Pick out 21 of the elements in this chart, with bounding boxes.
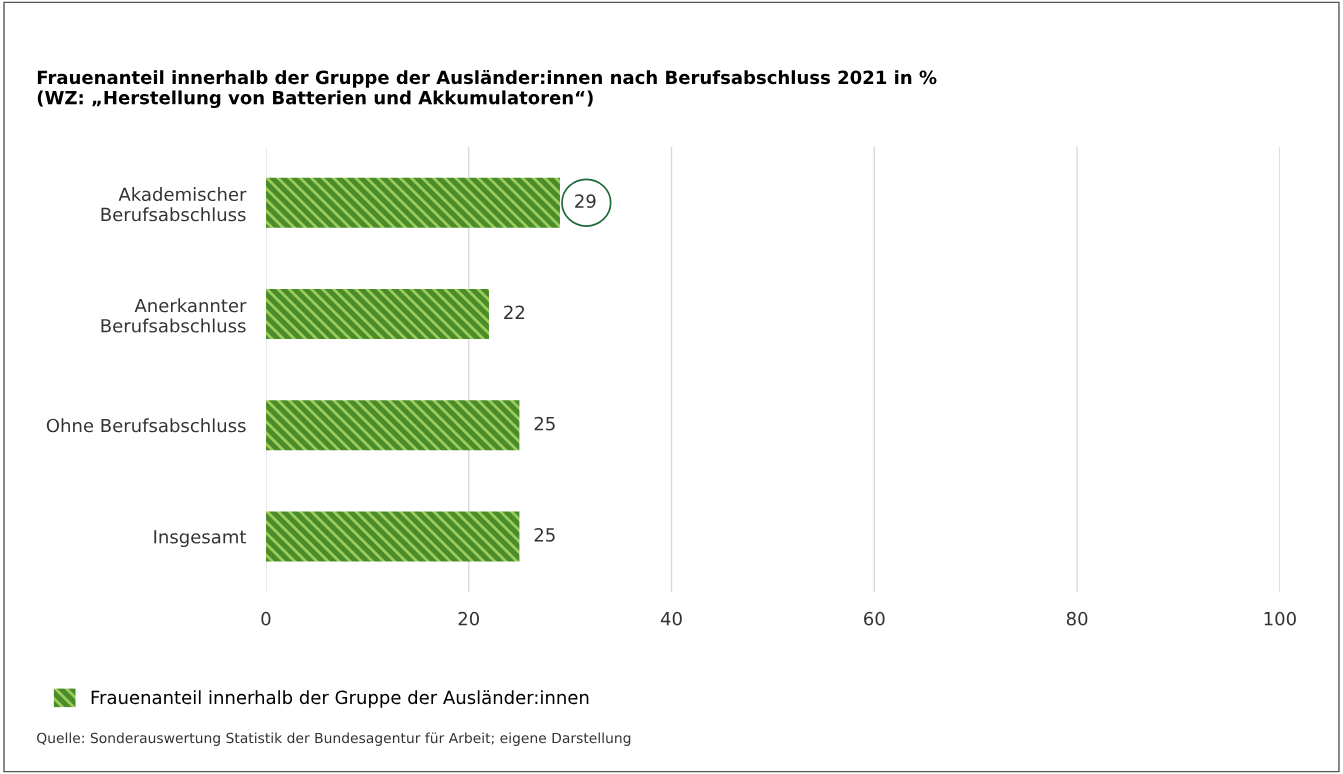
x-tick-label: 80 [1066, 611, 1088, 626]
data-label: 25 [534, 416, 555, 431]
bar [265, 177, 560, 228]
bar [265, 400, 520, 451]
data-label: 22 [504, 305, 525, 319]
x-tick-label: 40 [660, 611, 682, 626]
bar [265, 288, 489, 339]
x-tick-label: 0 [261, 611, 271, 626]
data-label: 25 [534, 528, 555, 542]
chart-title: Frauenanteil innerhalb der Gruppe der Ausländer:innen nach Berufsabschluss 2021 in % (WZ: „Herstellung von Batterien und Akkumulatoren“) [37, 69, 937, 109]
source-note: Quelle: Sonderauswertung Statistik der Bundesagentur für Arbeit; eigene Darstellung [37, 732, 631, 746]
x-tick-label: 100 [1264, 611, 1296, 626]
y-tick-label: Ohne Berufsabschluss [46, 418, 246, 433]
x-tick-label: 20 [458, 611, 479, 626]
y-tick-label: Anerkannter Berufsabschluss [101, 298, 247, 333]
y-tick-label: Insgesamt [154, 530, 247, 548]
x-tick-label: 60 [864, 611, 885, 626]
data-label: 29 [575, 194, 596, 208]
bar [265, 511, 520, 562]
legend-label: Frauenanteil innerhalb der Gruppe der Ausländer:innen [91, 690, 589, 708]
y-tick-label: Akademischer Berufsabschluss [101, 187, 247, 222]
